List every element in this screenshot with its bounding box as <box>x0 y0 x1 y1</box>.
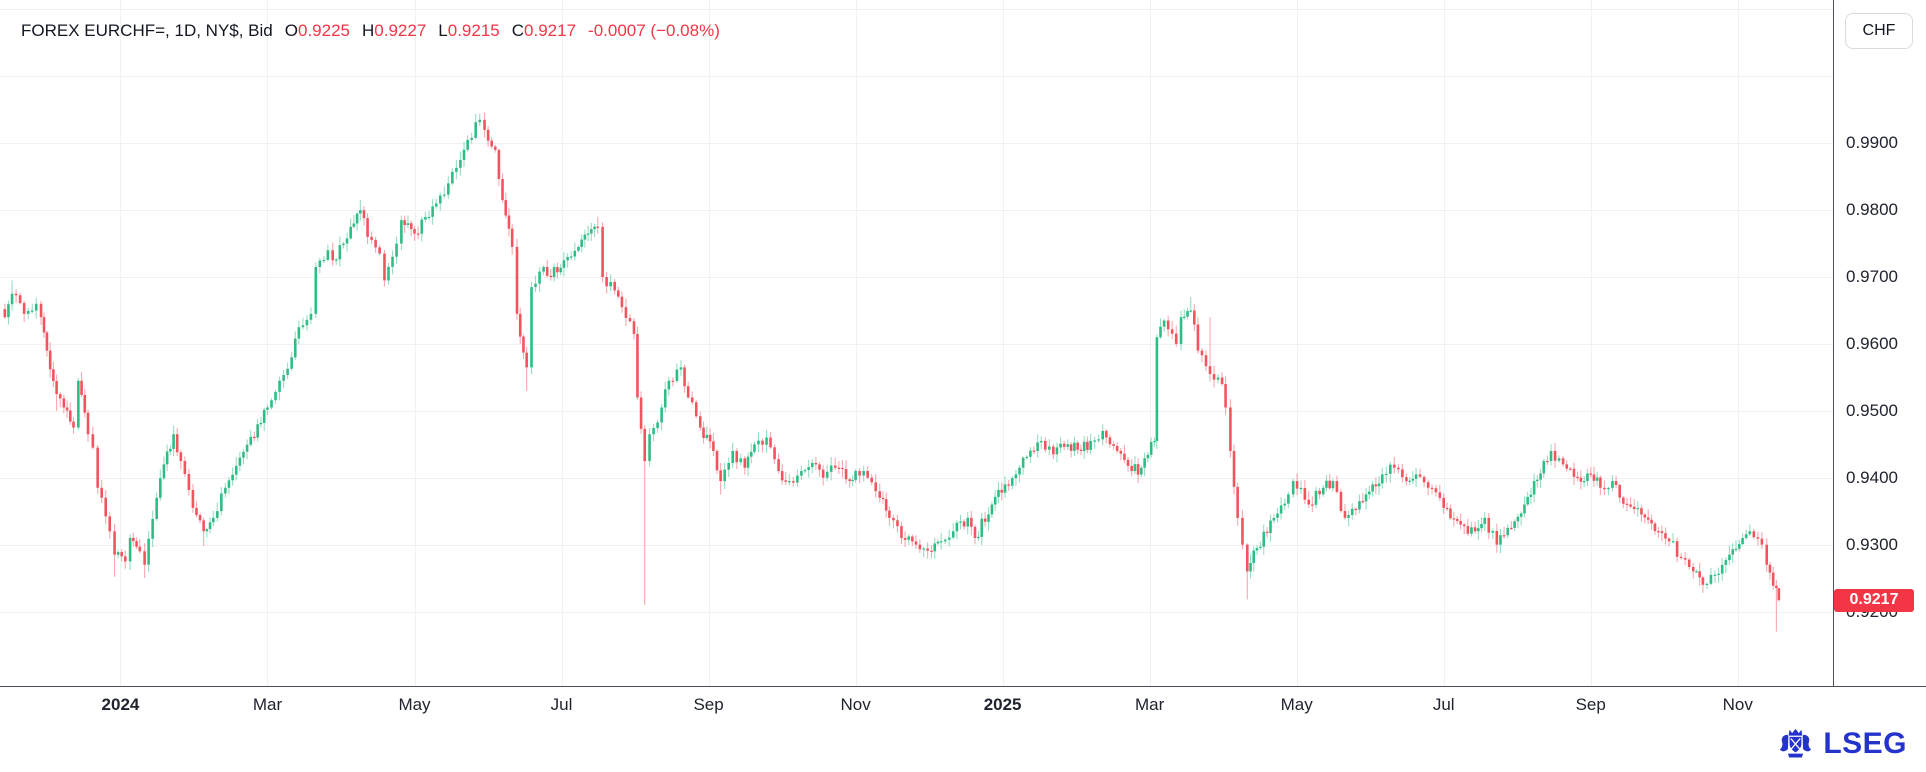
price-tick-label: 0.9800 <box>1846 200 1898 220</box>
time-tick-label: Sep <box>1575 695 1606 714</box>
symbol-title[interactable]: FOREX EURCHF=, 1D, NY$, Bid <box>21 21 273 40</box>
price-axis[interactable]: 0.9900 0.9800 0.9700 0.9600 0.9500 0.9400 0.93… <box>1833 0 1926 686</box>
time-tick-label: Sep <box>693 695 724 714</box>
time-tick-label: Nov <box>840 695 871 714</box>
lseg-wordmark: LSEG <box>1823 727 1907 760</box>
price-tick-label: 0.9400 <box>1846 467 1898 487</box>
low-value: L 0.9215 <box>438 21 500 40</box>
chart-legend: FOREX EURCHF=, 1D, NY$, Bid O 0.9225 H 0.9… <box>21 21 720 41</box>
high-value: H 0.9227 <box>362 21 427 40</box>
lseg-crest-icon <box>1780 728 1812 758</box>
close-value: C 0.9217 <box>511 21 577 40</box>
lseg-logo: LSEG <box>1777 727 1907 761</box>
time-axis[interactable]: 2024 Mar May Jul Sep Nov 2025 Mar May Jul Sep Nov <box>0 686 1833 722</box>
price-tick-label: 0.9300 <box>1846 534 1898 554</box>
last-price-badge: 0.9217 <box>1834 588 1914 612</box>
currency-button[interactable]: CHF <box>1845 13 1913 49</box>
price-tick-label: 0.9700 <box>1846 267 1898 287</box>
open-value: O 0.9225 <box>284 21 350 40</box>
time-tick-label: May <box>1280 695 1313 714</box>
time-tick-label: 2024 <box>101 695 140 714</box>
time-tick-label: Jul <box>1432 695 1455 714</box>
time-tick-label: Nov <box>1722 695 1753 714</box>
price-tick-label: 0.9500 <box>1846 400 1898 420</box>
time-tick-label: Jul <box>550 695 573 714</box>
time-tick-label: May <box>398 695 431 714</box>
price-tick-label: 0.9600 <box>1846 333 1898 353</box>
time-tick-label: Mar <box>1135 695 1165 714</box>
change-value: -0.0007 (−0.08%) <box>588 21 720 40</box>
time-tick-label: Mar <box>252 695 283 714</box>
price-tick-label: 0.9900 <box>1846 133 1898 153</box>
time-tick-label: 2025 <box>983 695 1022 714</box>
